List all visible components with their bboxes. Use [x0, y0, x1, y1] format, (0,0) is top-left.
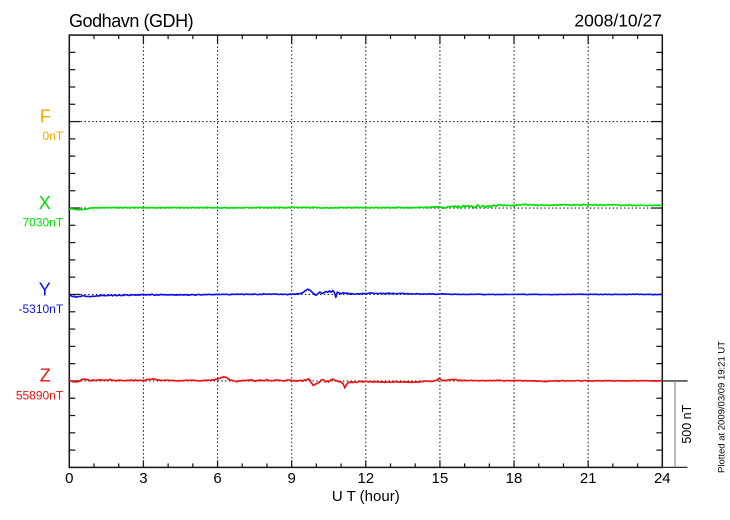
svg-text:X: X [39, 193, 51, 213]
svg-text:0nT: 0nT [43, 129, 64, 143]
svg-text:U T (hour): U T (hour) [332, 488, 400, 505]
svg-text:F: F [40, 106, 51, 126]
svg-text:Z: Z [40, 366, 51, 386]
svg-text:0: 0 [65, 470, 73, 487]
svg-text:-5310nT: -5310nT [18, 302, 63, 316]
svg-text:2008/10/27: 2008/10/27 [574, 11, 662, 31]
svg-text:55890nT: 55890nT [16, 389, 64, 403]
svg-text:7030nT: 7030nT [22, 216, 63, 230]
svg-text:24: 24 [654, 470, 671, 487]
svg-text:500 nT: 500 nT [680, 404, 694, 443]
svg-text:Y: Y [39, 279, 51, 299]
svg-text:9: 9 [288, 470, 296, 487]
svg-text:15: 15 [432, 470, 449, 487]
svg-text:21: 21 [580, 470, 597, 487]
svg-text:18: 18 [506, 470, 523, 487]
svg-text:3: 3 [139, 470, 147, 487]
svg-text:Godhavn (GDH): Godhavn (GDH) [69, 11, 193, 31]
svg-text:6: 6 [213, 470, 221, 487]
svg-text:12: 12 [357, 470, 374, 487]
svg-text:Plotted at 2009/03/09 19:21 UT: Plotted at 2009/03/09 19:21 UT [717, 341, 728, 473]
